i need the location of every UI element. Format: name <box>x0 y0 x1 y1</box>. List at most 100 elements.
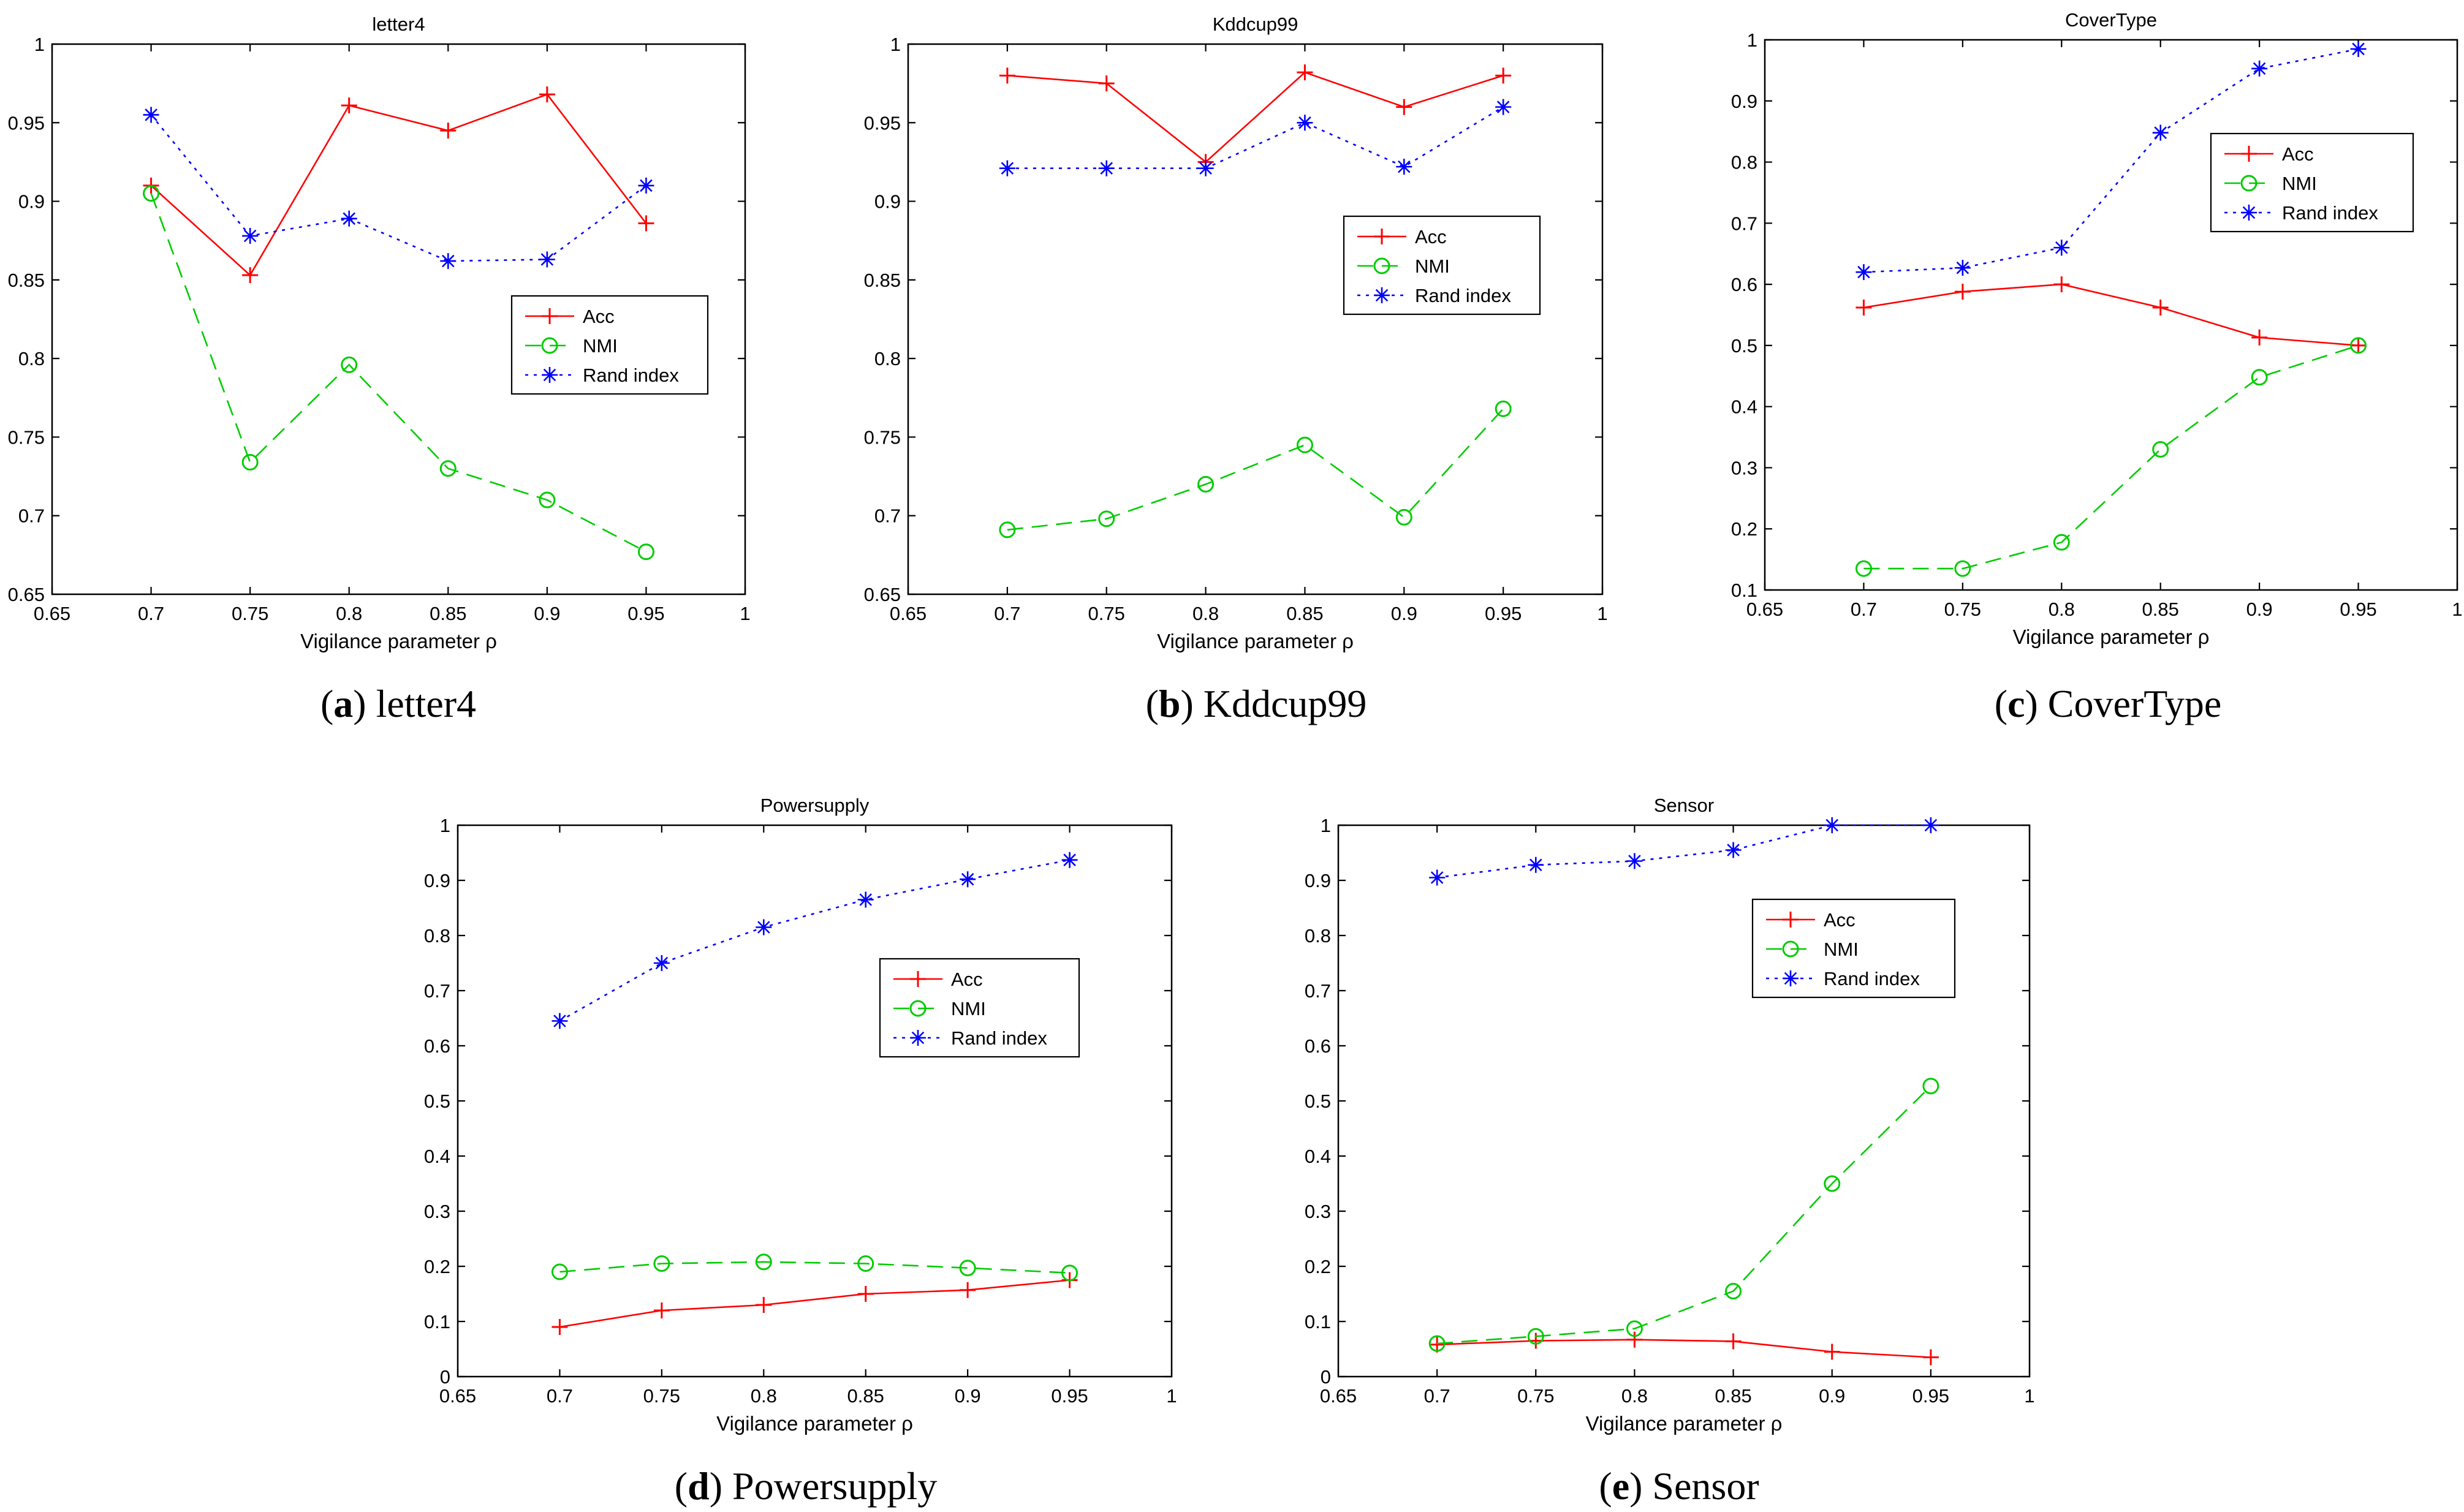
data-point-marker <box>999 160 1015 176</box>
y-tick-label: 0 <box>1321 1366 1331 1388</box>
legend-box <box>2210 132 2414 233</box>
x-tick-label: 0.7 <box>1851 599 1877 620</box>
x-tick-label: 0.7 <box>138 603 164 624</box>
series-line <box>150 193 647 553</box>
data-point-marker <box>960 871 976 888</box>
data-point-marker <box>1396 159 1412 175</box>
data-point-marker <box>241 453 259 471</box>
y-tick-label: 0.65 <box>864 584 901 605</box>
legend-label: Acc <box>2282 143 2314 165</box>
y-tick-label: 0.8 <box>1731 152 1757 173</box>
data-point-marker <box>1098 75 1115 92</box>
data-point-marker <box>1856 300 1872 316</box>
data-point-marker <box>1824 1344 1840 1360</box>
legend-marker <box>1783 970 1799 986</box>
data-point-marker <box>2350 337 2367 353</box>
legend-marker <box>542 367 558 383</box>
data-point-marker <box>1197 160 1214 176</box>
legend-label: Rand index <box>1824 968 1920 989</box>
data-point-marker <box>1495 99 1512 115</box>
plot-frame <box>907 43 1604 595</box>
data-point-marker <box>1856 264 1872 281</box>
y-tick-label: 0.95 <box>8 112 45 134</box>
data-point-marker <box>960 1282 976 1298</box>
data-point-marker <box>638 177 654 194</box>
data-point-marker <box>1395 508 1412 526</box>
legend-marker <box>910 1030 926 1046</box>
data-point-marker <box>2350 40 2367 57</box>
y-tick-label: 0.95 <box>864 112 901 134</box>
data-point-marker <box>2152 441 2169 458</box>
data-point-marker <box>857 891 874 908</box>
y-tick-label: 0.65 <box>8 584 45 605</box>
legend-marker <box>541 337 558 354</box>
y-tick-label: 0.75 <box>864 426 901 448</box>
data-point-marker <box>2053 240 2070 256</box>
series-line <box>150 93 647 277</box>
x-tick-label: 0.8 <box>751 1385 777 1407</box>
data-point-marker <box>1528 856 1544 873</box>
x-tick-label: 0.95 <box>2340 599 2376 620</box>
legend-label: Rand index <box>951 1027 1047 1049</box>
y-tick-label: 0.3 <box>1731 457 1757 478</box>
x-tick-label: 1 <box>1597 603 1607 624</box>
series-line <box>1863 344 2359 570</box>
data-point-marker <box>1197 475 1215 493</box>
data-point-marker <box>653 955 670 971</box>
data-point-marker <box>552 1319 568 1335</box>
data-point-marker <box>1429 869 1446 886</box>
x-axis-label: Vigilance parameter ρ <box>2013 626 2210 648</box>
y-tick-label: 0.7 <box>874 505 901 527</box>
x-tick-label: 0.75 <box>1088 603 1125 624</box>
chart-panel-5: Sensor 0.65 0.7 0.75 0.8 0.85 0.9 0.95 1 0 0.1 0.2 0… <box>1305 795 2035 1508</box>
x-tick-label: 0.85 <box>430 603 466 624</box>
legend-label: Rand index <box>1415 285 1511 306</box>
data-point-marker <box>341 210 357 227</box>
legend-marker <box>2241 205 2257 221</box>
y-tick-label: 0.9 <box>874 191 901 213</box>
x-tick-label: 0.85 <box>1715 1385 1751 1407</box>
y-tick-label: 0.85 <box>864 270 901 291</box>
y-tick-label: 0.8 <box>1305 925 1331 947</box>
caption-letter: a <box>333 682 353 725</box>
data-point-marker <box>1061 852 1078 868</box>
panel-caption: (d) Powersupply <box>675 1464 937 1508</box>
plot-frame <box>1764 39 2458 591</box>
y-tick-label: 0.8 <box>18 348 45 369</box>
legend-box <box>1343 215 1541 316</box>
series-line <box>1437 1085 1931 1345</box>
series-line <box>1863 48 2359 273</box>
data-point-marker <box>341 356 358 373</box>
data-point-marker <box>1954 284 1971 300</box>
data-point-marker <box>1725 1283 1742 1299</box>
y-tick-label: 0.9 <box>18 191 45 213</box>
y-tick-label: 0.1 <box>1305 1311 1331 1332</box>
x-tick-label: 0.85 <box>1286 603 1323 624</box>
data-point-marker <box>1824 817 1840 833</box>
data-point-marker <box>552 1013 568 1029</box>
data-point-marker <box>1296 436 1313 453</box>
x-tick-label: 0.9 <box>1819 1385 1845 1407</box>
data-point-marker <box>999 67 1015 84</box>
data-point-marker <box>857 1286 874 1302</box>
data-point-marker <box>2053 276 2070 293</box>
series-acc <box>1856 276 2367 353</box>
caption-text: Sensor <box>1652 1464 1759 1508</box>
x-tick-label: 0.8 <box>336 603 362 624</box>
data-point-marker <box>1297 64 1313 81</box>
data-point-marker <box>1396 99 1412 115</box>
x-tick-label: 0.75 <box>1944 599 1981 620</box>
data-point-marker <box>653 1255 670 1272</box>
x-tick-label: 0.9 <box>1391 603 1417 624</box>
legend-box <box>879 958 1080 1058</box>
data-point-marker <box>1725 1333 1742 1350</box>
x-tick-label: 0.75 <box>643 1385 680 1407</box>
y-tick-label: 1 <box>890 34 901 55</box>
chart-title: Kddcup99 <box>1213 13 1298 35</box>
y-tick-label: 0.5 <box>1305 1091 1331 1112</box>
y-tick-label: 0.9 <box>424 870 450 891</box>
data-point-marker <box>242 267 259 284</box>
x-tick-label: 0.65 <box>439 1385 476 1407</box>
x-tick-label: 1 <box>740 603 750 624</box>
x-axis-label: Vigilance parameter ρ <box>300 630 497 652</box>
